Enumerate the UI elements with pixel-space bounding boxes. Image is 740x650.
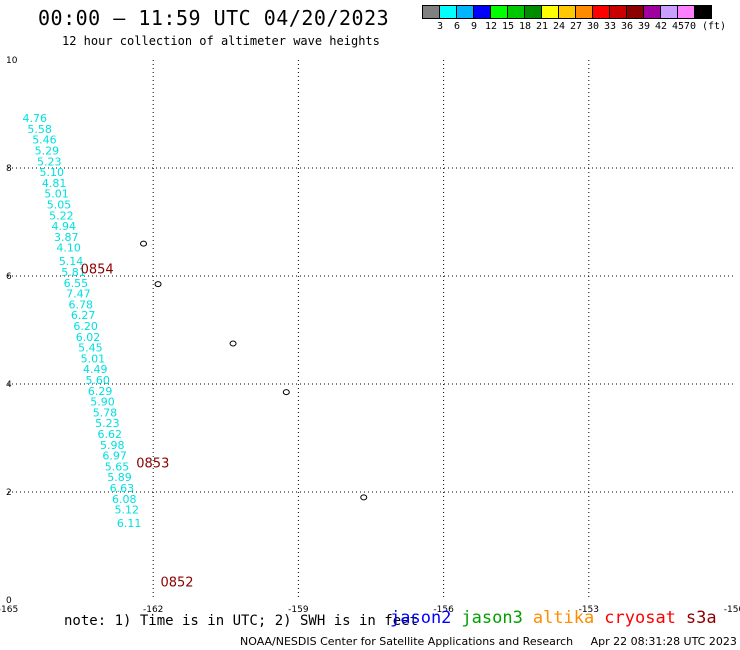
swh-data-label: 4.10 xyxy=(56,242,81,255)
credit-org: NOAA/NESDIS Center for Satellite Applica… xyxy=(240,635,574,648)
y-tick-label: 8 xyxy=(6,164,12,174)
swh-data-label: 5.78 xyxy=(93,406,118,419)
swh-data-label: 6.27 xyxy=(71,309,96,322)
swh-data-label: 6.63 xyxy=(110,482,135,495)
time-label: 0852 xyxy=(160,576,193,591)
swh-data-label: 5.45 xyxy=(78,342,103,355)
swh-data-label: 5.89 xyxy=(107,471,132,484)
y-tick-label: 10 xyxy=(6,56,18,66)
colorbar-label: 3 xyxy=(436,21,444,32)
island-outline xyxy=(140,240,148,247)
colorbar-label: 27 xyxy=(569,21,583,32)
swh-data-label: 4.94 xyxy=(52,220,76,233)
colorbar-label: 15 xyxy=(501,21,515,32)
time-label: 0854 xyxy=(81,262,114,277)
island-outline xyxy=(154,281,162,288)
y-tick-label: 0 xyxy=(6,596,12,606)
generated-time: Apr 22 08:31:28 UTC 2023 xyxy=(590,635,737,648)
swh-data-label: 6.11 xyxy=(117,517,141,530)
colorbar-label: 36 xyxy=(620,21,634,32)
swh-data-label: 5.46 xyxy=(32,134,57,147)
colorbar-label: 42 xyxy=(654,21,668,32)
legend-s3a: s3a xyxy=(685,608,717,628)
swh-data-label: 6.08 xyxy=(112,493,137,506)
legend-cryosat: cryosat xyxy=(604,608,676,628)
credit-line: NOAA/NESDIS Center for Satellite Applica… xyxy=(240,635,737,648)
swh-data-label: 6.55 xyxy=(64,277,89,290)
swh-data-label: 6.97 xyxy=(102,450,127,463)
colorbar-label: 9 xyxy=(470,21,478,32)
swh-data-label: 5.05 xyxy=(47,199,72,212)
colorbar-label: 33 xyxy=(603,21,617,32)
swh-data-label: 5.60 xyxy=(85,374,110,387)
colorbar-label: 24 xyxy=(552,21,566,32)
swh-data-label: 5.23 xyxy=(37,155,62,168)
colorbar-label: 6 xyxy=(453,21,461,32)
legend-jason2: jason2 xyxy=(390,608,452,628)
chart-title: 00:00 – 11:59 UTC 04/20/2023 xyxy=(38,6,390,30)
colorbar-label: 12 xyxy=(484,21,498,32)
island-outline xyxy=(282,389,290,396)
x-tick-label: -159 xyxy=(288,605,309,615)
swh-data-label: 5.22 xyxy=(49,209,74,222)
colorbar-label: 45 xyxy=(671,21,685,32)
satellite-legend: jason2 jason3 altika cryosat s3a xyxy=(390,608,717,628)
swh-colorbar-labels: 3 6 9 12 15 18 21 24 27 30 33 36 39 42 45 70 (ft) xyxy=(422,21,740,35)
colorbar-label: 30 xyxy=(586,21,600,32)
legend-altika: altika xyxy=(532,608,595,628)
swh-data-label: 5.01 xyxy=(81,352,106,365)
colorbar-label: 39 xyxy=(637,21,651,32)
colorbar-label: 70 (ft) xyxy=(683,21,727,32)
colorbar-swatch xyxy=(694,5,712,19)
swh-data-label: 5.10 xyxy=(39,166,64,179)
swh-data-label: 7.47 xyxy=(66,288,91,301)
swh-data-label: 5.58 xyxy=(27,123,52,136)
swh-data-label: 5.14 xyxy=(59,255,84,268)
x-tick-label: -150 xyxy=(724,605,740,615)
note-text: note: 1) Time is in UTC; 2) SWH is in fe… xyxy=(64,613,419,629)
swh-data-label: 6.78 xyxy=(69,298,94,311)
x-tick-label: -156 xyxy=(433,605,454,615)
swh-data-label: 5.23 xyxy=(95,417,120,430)
colorbar-label: 21 xyxy=(535,21,549,32)
swh-data-label: 5.65 xyxy=(105,460,130,473)
swh-data-label: 3.87 xyxy=(54,231,78,244)
swh-data-label: 5.29 xyxy=(35,145,60,158)
swh-data-label: 6.20 xyxy=(73,320,98,333)
colorbar-label: 18 xyxy=(518,21,532,32)
time-label: 0853 xyxy=(136,457,169,472)
y-tick-label: 4 xyxy=(6,380,12,390)
y-tick-label: 2 xyxy=(6,488,12,498)
swh-data-label: 5.01 xyxy=(44,188,69,201)
swh-data-label: 5.81 xyxy=(61,266,86,279)
island-outline xyxy=(229,340,237,347)
swh-data-label: 6.62 xyxy=(98,428,123,441)
chart-subtitle: 12 hour collection of altimeter wave hei… xyxy=(62,34,380,48)
swh-data-label: 5.90 xyxy=(90,396,115,409)
island-outline xyxy=(360,494,368,501)
legend-jason3: jason3 xyxy=(461,608,523,628)
x-tick-label: -162 xyxy=(143,605,163,615)
swh-data-label: 4.76 xyxy=(23,112,48,125)
swh-colorbar xyxy=(422,5,712,19)
swh-data-label: 4.81 xyxy=(42,177,67,190)
swh-data-label: 6.02 xyxy=(76,331,101,344)
y-tick-label: 6 xyxy=(6,272,12,282)
x-tick-label: -165 xyxy=(0,605,18,615)
swh-data-label: 4.49 xyxy=(83,363,108,376)
swh-data-label: 5.12 xyxy=(114,504,139,517)
swh-data-label: 5.98 xyxy=(100,439,125,452)
swh-data-label: 6.29 xyxy=(88,385,113,398)
x-tick-label: -153 xyxy=(579,605,599,615)
